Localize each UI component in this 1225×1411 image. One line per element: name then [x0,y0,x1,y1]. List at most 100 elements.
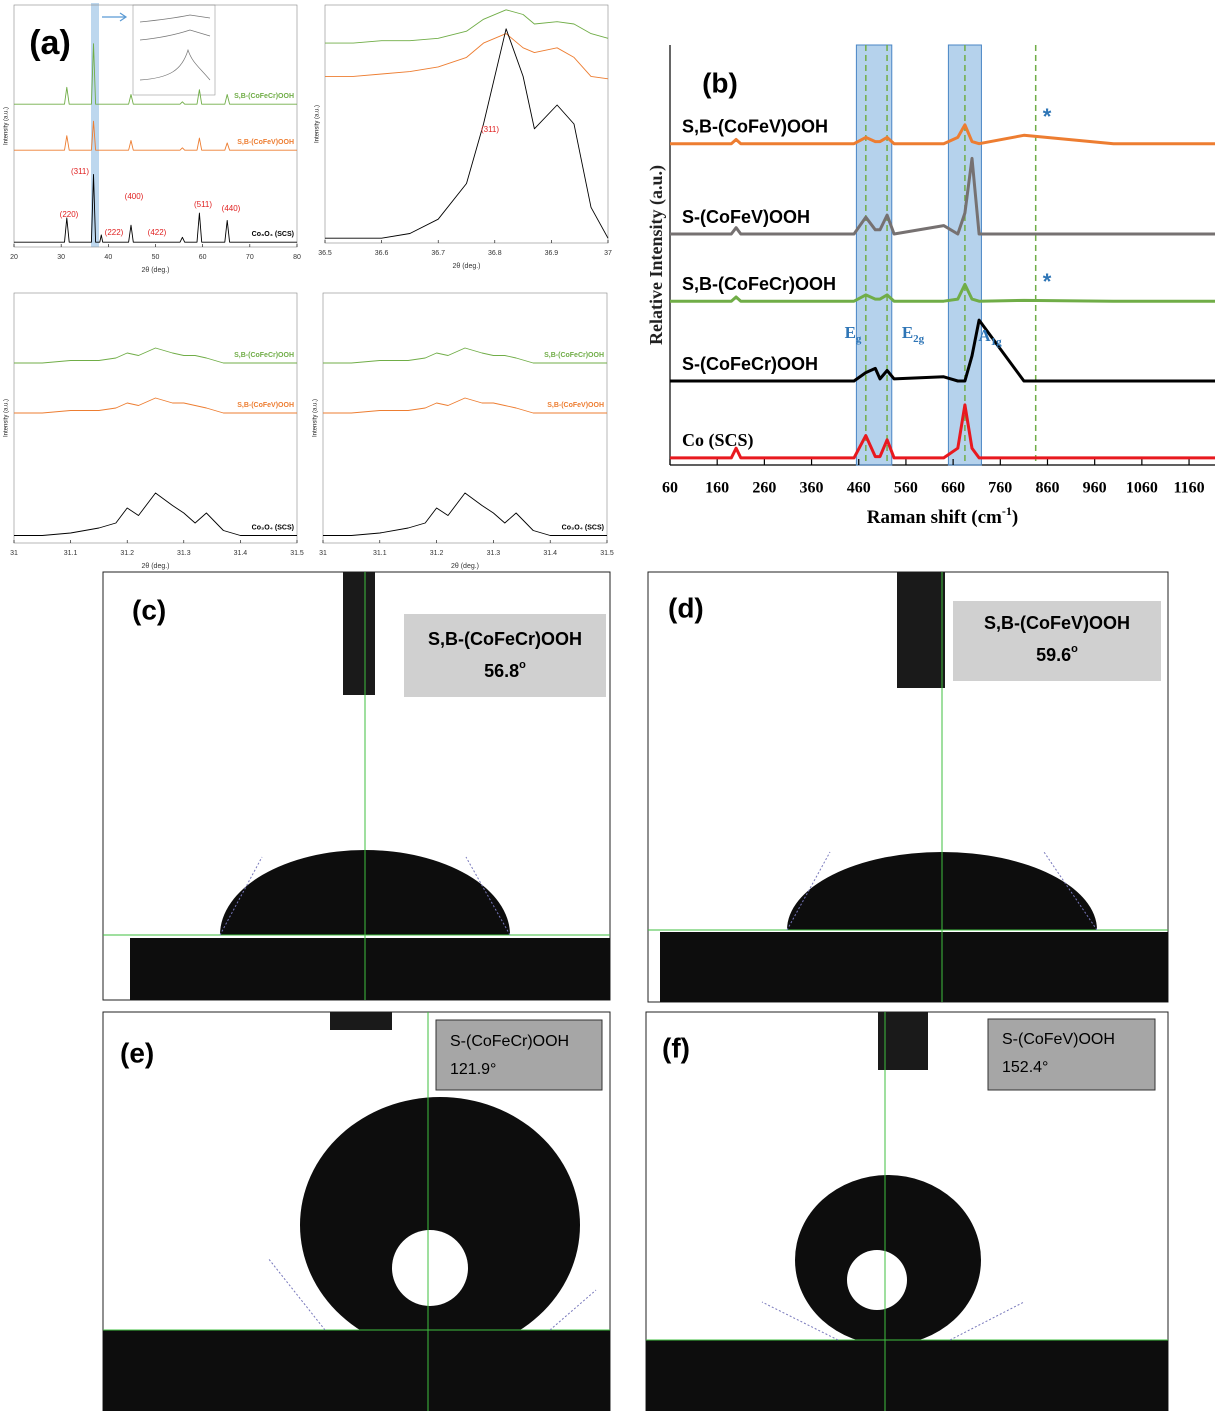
x-tick-label: 70 [246,254,254,261]
series-line [14,492,297,536]
series-label: S,B-(CoFeV)OOH [237,139,294,146]
label-box [953,601,1161,681]
y-axis-label: Intensity (a.u.) [315,105,321,143]
x-axis-label-part: -1 [1002,504,1012,518]
sample: S,B-(CoFeCr)OOH [428,629,582,649]
series-label: S,B-(CoFeV)OOH [682,116,828,136]
x-tick-label: 460 [847,480,871,497]
tangent [761,1301,1025,1341]
x-axis-label: 2θ (deg.) [141,563,169,570]
x-tick-label: 37 [604,250,612,257]
substrate [130,938,610,1000]
series-label: S,B-(CoFeV)OOH [237,402,294,409]
angle-value: 121.9 [450,1061,490,1078]
series-line [325,33,609,80]
annotation-text: E [845,323,856,342]
series-line [14,173,297,243]
x-tick-label: 80 [293,254,301,261]
needle [897,572,945,688]
x-tick-label: 36.7 [431,250,445,257]
series-line [323,347,607,364]
x-tick-label: 36.5 [318,250,332,257]
x-tick-label: 36.6 [375,250,389,257]
panel-label: (f) [662,1032,690,1063]
series-label: S-(CoFeV)OOH [682,207,810,227]
label-box [404,614,606,697]
tangent [786,851,1098,931]
sample: S-(CoFeV)OOH [1002,1031,1115,1048]
x-tick-label: 31.1 [64,550,78,557]
panel-label: (a) [29,24,71,62]
highlight-strip [91,3,99,247]
series-line [14,347,297,364]
x-tick-label: 1160 [1173,480,1204,497]
y-axis-label: Intensity (a.u.) [313,399,319,437]
x-tick-label: 360 [800,480,824,497]
x-tick-label: 31.1 [373,550,387,557]
x-axis-label: Raman shift (cm-1) [867,504,1018,529]
panel-label: (c) [132,594,166,625]
annotation: (422) [148,228,167,237]
droplet [300,1097,580,1353]
series-label: S,B-(CoFeCr)OOH [544,352,604,359]
annotation: (311) [481,125,499,134]
x-tick-label: 36.8 [488,250,502,257]
x-tick-label: 60 [199,254,207,261]
x-tick-label: 30 [57,254,65,261]
needle [343,572,375,695]
series-label: S,B-(CoFeCr)OOH [234,352,294,359]
series-label: S,B-(CoFeCr)OOH [234,93,294,100]
inset-curves [139,14,211,81]
angle-value: 56.8 [484,661,519,681]
x-tick-label: 960 [1083,480,1107,497]
x-tick-label: 36.9 [545,250,559,257]
x-tick-label: 260 [752,480,776,497]
label-box [987,1018,1156,1091]
series-label: Co₃O₄ (SCS) [252,524,294,531]
annotation-sub: 2g [913,333,925,345]
annotation: E2g [902,323,925,345]
x-axis-label: 2θ (deg.) [451,563,479,570]
tangent [267,1257,597,1331]
series-label: S-(CoFeCr)OOH [682,354,818,374]
label-box [435,1019,603,1091]
photo-f: S-(CoFeV)OOH 152.4° (f) [645,1011,1169,1411]
series-line [670,282,1215,303]
panel-label: (e) [120,1037,154,1068]
y-axis-label: Intensity (a.u.) [4,399,10,437]
x-tick-label: 660 [941,480,965,497]
x-tick-label: 31.2 [430,550,444,557]
annotation-text: E [902,323,913,342]
x-tick-label: 860 [1035,480,1059,497]
x-axis-label-part: ) [1012,507,1018,528]
annotation: (440) [222,204,241,213]
photo-e: S-(CoFeCr)OOH 121.9° (e) [102,1011,611,1411]
x-tick-label: 31.3 [487,550,501,557]
x-tick-label: 1060 [1126,480,1158,497]
series-label: Co₃O₄ (SCS) [252,231,294,238]
series-line [670,318,1215,383]
x-tick-label: 31.3 [177,550,191,557]
annotation-sub: g [856,333,862,345]
series-line [325,28,609,239]
series-line [323,397,607,414]
unit: o [1071,643,1078,655]
annotation-sub: 1g [991,336,1003,348]
annotation: (400) [125,192,144,201]
y-axis-label: Relative Intensity (a.u.) [646,165,667,345]
y-axis-label: Intensity (a.u.) [4,107,10,145]
angle: 59.6o [1036,643,1078,665]
x-tick-label: 31.4 [543,550,557,557]
x-tick-label: 31.5 [600,550,614,557]
angle: 121.9° [450,1061,496,1078]
x-tick-label: 20 [10,254,18,261]
tangent [219,856,511,936]
reflection [847,1250,907,1310]
panel-label: (b) [702,67,738,98]
annotation: * [1043,269,1052,294]
series-label: S,B-(CoFeV)OOH [547,402,604,409]
series-label: S,B-(CoFeCr)OOH [682,274,836,294]
series-line [670,123,1215,146]
